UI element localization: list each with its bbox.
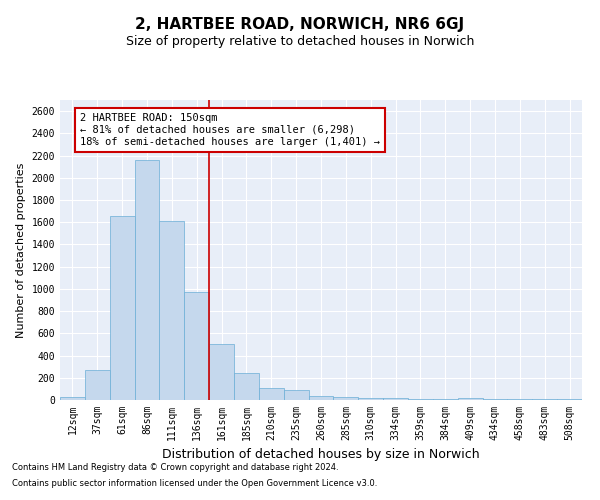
Bar [209, 344, 234, 400]
Text: Size of property relative to detached houses in Norwich: Size of property relative to detached ho… [126, 35, 474, 48]
Bar [85, 370, 110, 400]
Bar [532, 399, 557, 400]
Bar [358, 398, 383, 400]
X-axis label: Distribution of detached houses by size in Norwich: Distribution of detached houses by size … [162, 448, 480, 462]
Y-axis label: Number of detached properties: Number of detached properties [16, 162, 26, 338]
Bar [408, 399, 433, 400]
Bar [259, 388, 284, 400]
Text: 2, HARTBEE ROAD, NORWICH, NR6 6GJ: 2, HARTBEE ROAD, NORWICH, NR6 6GJ [136, 18, 464, 32]
Text: Contains public sector information licensed under the Open Government Licence v3: Contains public sector information licen… [12, 478, 377, 488]
Bar [234, 374, 259, 400]
Bar [160, 221, 184, 400]
Bar [184, 292, 209, 400]
Bar [60, 397, 85, 400]
Bar [334, 396, 358, 400]
Bar [284, 390, 308, 400]
Bar [110, 216, 134, 400]
Bar [308, 396, 334, 400]
Text: Contains HM Land Registry data © Crown copyright and database right 2024.: Contains HM Land Registry data © Crown c… [12, 464, 338, 472]
Bar [458, 398, 482, 400]
Bar [134, 160, 160, 400]
Bar [383, 398, 408, 400]
Text: 2 HARTBEE ROAD: 150sqm
← 81% of detached houses are smaller (6,298)
18% of semi-: 2 HARTBEE ROAD: 150sqm ← 81% of detached… [80, 114, 380, 146]
